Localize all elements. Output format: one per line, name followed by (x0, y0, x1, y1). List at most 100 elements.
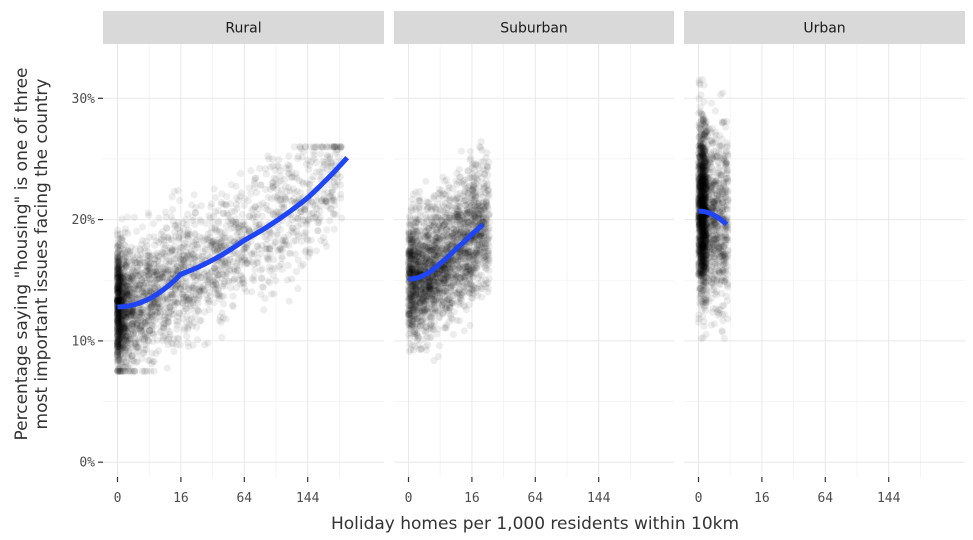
scatter-point (213, 271, 222, 279)
scatter-point (271, 166, 279, 174)
scatter-point (313, 205, 321, 213)
scatter-point (229, 301, 237, 309)
scatter-point (278, 204, 286, 212)
scatter-point (236, 271, 244, 279)
scatter-point (120, 278, 128, 286)
scatter-point (113, 262, 122, 270)
scatter-point (116, 325, 125, 334)
scatter-point (429, 203, 437, 211)
scatter-point (114, 354, 122, 362)
scatter-point (435, 342, 443, 350)
scatter-point (168, 339, 176, 347)
scatter-point (323, 202, 331, 211)
scatter-point (208, 238, 216, 246)
scatter-point (453, 180, 461, 188)
scatter-point (148, 303, 156, 311)
scatter-point (120, 295, 128, 303)
scatter-point (424, 216, 432, 224)
scatter-point (198, 256, 206, 264)
scatter-point (113, 310, 122, 318)
scatter-point (278, 252, 286, 260)
scatter-point (213, 246, 221, 254)
scatter-point (132, 279, 141, 287)
scatter-point (484, 249, 493, 257)
scatter-point (201, 308, 209, 316)
scatter-point (431, 305, 439, 313)
scatter-point (132, 343, 140, 351)
scatter-point (148, 268, 156, 276)
scatter-point (143, 242, 151, 250)
scatter-point (290, 237, 298, 245)
scatter-point (119, 285, 127, 293)
scatter-point (118, 250, 126, 258)
scatter-point (168, 307, 176, 315)
scatter-point (165, 318, 173, 326)
scatter-point (132, 330, 140, 338)
scatter-point (222, 272, 230, 280)
scatter-point (180, 292, 189, 300)
scatter-point (204, 252, 212, 260)
scatter-point (202, 235, 210, 243)
scatter-point (439, 236, 447, 244)
scatter-point (318, 196, 326, 204)
scatter-point (261, 294, 269, 302)
scatter-point (119, 296, 127, 304)
scatter-point (137, 312, 145, 320)
scatter-point (323, 199, 331, 207)
scatter-point (114, 330, 123, 338)
scatter-point (174, 218, 183, 226)
scatter-point (113, 266, 122, 274)
scatter-point (271, 239, 279, 247)
scatter-point (114, 287, 122, 295)
scatter-point (119, 319, 127, 328)
scatter-point (171, 242, 179, 250)
scatter-point (155, 214, 163, 222)
scatter-point (118, 367, 126, 375)
scatter-point (130, 213, 138, 221)
scatter-point (113, 327, 122, 335)
scatter-point (456, 274, 464, 282)
scatter-point (468, 220, 476, 228)
scatter-point (124, 322, 132, 330)
scatter-point (176, 196, 184, 205)
scatter-point (115, 319, 123, 327)
scatter-point (140, 341, 149, 349)
facet-strip-label: Suburban (500, 21, 568, 37)
scatter-point (118, 234, 126, 242)
scatter-point (125, 257, 133, 265)
scatter-point (132, 339, 140, 347)
scatter-point (270, 290, 278, 298)
scatter-point (119, 312, 127, 320)
scatter-point (161, 208, 169, 216)
scatter-point (291, 214, 299, 222)
scatter-point (292, 237, 300, 245)
scatter-point (280, 200, 288, 208)
scatter-point (114, 357, 122, 365)
scatter-point (141, 279, 150, 288)
scatter-point (167, 212, 175, 220)
scatter-point (205, 212, 213, 220)
scatter-point (472, 179, 480, 188)
scatter-point (229, 292, 237, 300)
scatter-point (149, 220, 158, 228)
scatter-point (467, 265, 475, 273)
scatter-point (174, 335, 182, 343)
scatter-point (211, 236, 219, 244)
scatter-point (183, 332, 191, 340)
scatter-point (119, 322, 127, 330)
scatter-point (209, 238, 217, 246)
scatter-point (184, 325, 192, 333)
scatter-point (282, 195, 290, 203)
scatter-point (234, 249, 242, 257)
scatter-point (317, 237, 325, 245)
scatter-point (166, 304, 174, 312)
scatter-point (211, 208, 219, 216)
scatter-point (150, 233, 158, 241)
scatter-point (137, 322, 145, 330)
scatter-point (123, 354, 132, 362)
y-tick-label: 10% (72, 334, 96, 349)
scatter-point (211, 284, 220, 292)
scatter-point (259, 283, 267, 291)
